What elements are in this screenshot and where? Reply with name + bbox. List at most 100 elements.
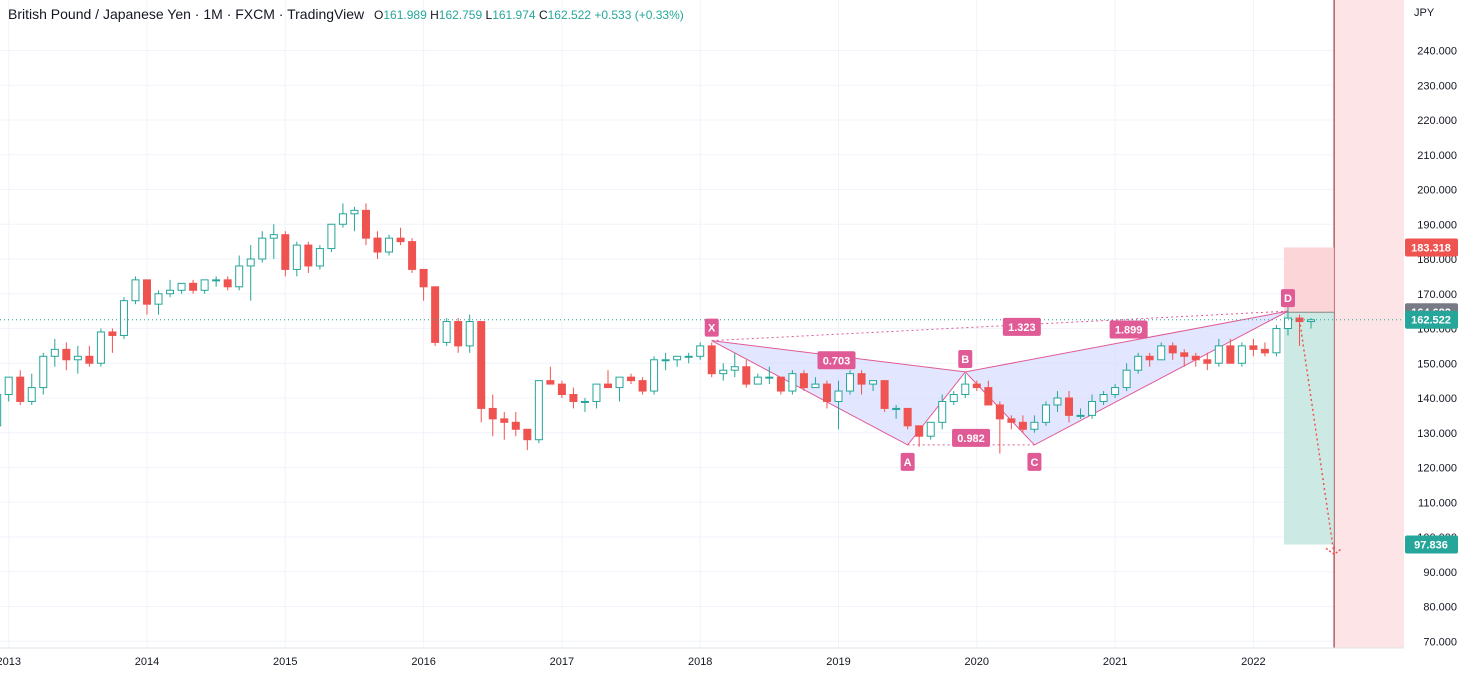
candle-body bbox=[281, 234, 290, 270]
y-tick-label: 180.000 bbox=[1417, 254, 1457, 266]
candle-body bbox=[949, 394, 958, 402]
candle-body bbox=[477, 321, 486, 409]
take-profit-zone bbox=[1283, 312, 1335, 545]
candle-body bbox=[511, 421, 520, 430]
candle-body bbox=[604, 383, 612, 389]
candle-body bbox=[1122, 369, 1131, 389]
candle-body bbox=[592, 383, 601, 402]
open-label: O bbox=[374, 8, 384, 22]
overlay-lines bbox=[0, 319, 1404, 556]
pattern-point-label: B bbox=[961, 354, 969, 366]
candle-body bbox=[1088, 400, 1097, 416]
candle-body bbox=[258, 237, 267, 260]
candle-body bbox=[661, 359, 670, 362]
pattern-point-a bbox=[900, 452, 915, 471]
candle-body bbox=[223, 279, 232, 288]
candle-body bbox=[1076, 414, 1085, 417]
candle-body bbox=[961, 383, 970, 396]
y-tick-label: 150.000 bbox=[1417, 358, 1457, 370]
y-tick-label: 90.000 bbox=[1423, 567, 1457, 579]
pattern-point-b bbox=[958, 349, 973, 368]
candle-body bbox=[638, 380, 647, 392]
candle-body bbox=[373, 237, 382, 253]
forecast-zone bbox=[1334, 0, 1404, 648]
pattern-xd-line bbox=[711, 310, 1289, 342]
ratio-label: 1.323 bbox=[1008, 322, 1036, 334]
candle-body bbox=[707, 345, 716, 375]
symbol-legend: British Pound / Japanese Yen · 1M · FXCM… bbox=[8, 6, 684, 22]
candle-body bbox=[765, 376, 774, 379]
change-value: +0.533 (+0.33%) bbox=[594, 8, 684, 22]
x-tick-label: 2017 bbox=[550, 656, 574, 668]
open-value: 161.989 bbox=[383, 8, 427, 22]
candle-body bbox=[546, 380, 555, 385]
price-unit-label: JPY bbox=[1414, 7, 1435, 19]
pattern-point-x bbox=[704, 318, 719, 337]
x-tick-label: 2022 bbox=[1241, 656, 1265, 668]
candle-body bbox=[1157, 345, 1166, 361]
candle-body bbox=[1260, 348, 1269, 354]
candle-body bbox=[50, 348, 59, 357]
candle-body bbox=[684, 355, 693, 358]
candlestick-series bbox=[0, 203, 1316, 454]
pattern-point-label: C bbox=[1030, 457, 1038, 469]
candle-body bbox=[1018, 421, 1027, 430]
candle-body bbox=[557, 383, 566, 396]
candle-body bbox=[361, 209, 370, 239]
candle-body bbox=[788, 373, 797, 392]
candle-body bbox=[154, 293, 163, 305]
candle-body bbox=[627, 376, 636, 382]
y-tick-label: 70.000 bbox=[1423, 636, 1457, 648]
price-axis[interactable]: 240.000 230.000 220.000 210.000 200.000 190.0… bbox=[1405, 7, 1458, 648]
candle-body bbox=[212, 279, 221, 282]
x-tick-label: 2013 bbox=[0, 656, 21, 668]
y-tick-label: 240.000 bbox=[1417, 46, 1457, 58]
ratio-label-bg bbox=[1002, 317, 1041, 336]
y-tick-label: 170.000 bbox=[1417, 289, 1457, 301]
candle-body bbox=[1053, 397, 1062, 406]
last-price-tag: 162.522 bbox=[1411, 315, 1451, 327]
candle-body bbox=[246, 258, 255, 267]
candle-body bbox=[39, 355, 48, 389]
candle-body bbox=[4, 376, 13, 396]
candle-body bbox=[834, 390, 843, 402]
y-tick-label: 220.000 bbox=[1417, 115, 1457, 127]
candle-body bbox=[730, 366, 739, 371]
pattern-point-label: A bbox=[904, 457, 912, 469]
candle-body bbox=[385, 237, 394, 253]
candle-body bbox=[1180, 352, 1189, 357]
pattern-labels: X A B C D 0.703 0.982 1.899 1.323 bbox=[704, 289, 1295, 471]
candle-body bbox=[846, 373, 855, 392]
time-axis[interactable]: 2013 2014 2015 2016 2017 2018 2019 2020 2021 2022 bbox=[0, 647, 1404, 668]
candle-body bbox=[719, 369, 728, 375]
candle-body bbox=[350, 209, 359, 215]
candle-body bbox=[96, 331, 105, 364]
pattern-point-label: D bbox=[1284, 293, 1292, 305]
candle-body bbox=[292, 244, 301, 270]
x-tick-label: 2020 bbox=[965, 656, 989, 668]
candle-body bbox=[615, 376, 624, 389]
candle-body bbox=[143, 279, 151, 305]
y-tick-label: 190.000 bbox=[1417, 219, 1457, 231]
x-tick-label: 2021 bbox=[1103, 656, 1127, 668]
close-label: C bbox=[538, 8, 548, 22]
candle-body bbox=[27, 387, 36, 402]
low-value: 161.974 bbox=[492, 8, 536, 22]
y-tick-label: 110.000 bbox=[1418, 497, 1457, 509]
candle-body bbox=[108, 331, 117, 336]
grid-lines bbox=[0, 0, 1404, 648]
candle-body bbox=[338, 213, 347, 225]
y-tick-label: 200.000 bbox=[1417, 185, 1457, 197]
candle-body bbox=[454, 321, 463, 347]
ratio-label: 0.703 bbox=[823, 355, 851, 367]
ratio-label-bg bbox=[817, 351, 856, 370]
candle-body bbox=[880, 380, 889, 409]
candle-body bbox=[85, 355, 94, 364]
candle-body bbox=[569, 394, 578, 402]
candle-body bbox=[1134, 355, 1143, 371]
symbol-title[interactable]: British Pound / Japanese Yen · 1M · FXCM… bbox=[8, 6, 365, 22]
candle-body bbox=[1111, 387, 1120, 396]
target-price-tag: 97.836 bbox=[1414, 540, 1448, 552]
candle-body bbox=[189, 282, 198, 291]
